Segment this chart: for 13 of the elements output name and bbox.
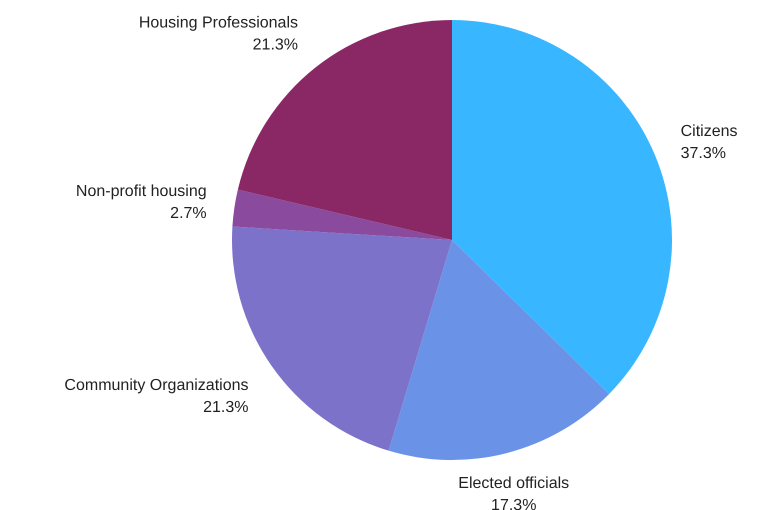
data-label: 17.3% — [491, 497, 536, 510]
slice-label: Citizens — [680, 122, 738, 140]
pie-slice — [388, 240, 610, 460]
pie-slice — [232, 190, 452, 240]
slice-label: Elected officials — [458, 475, 570, 492]
data-label: 2.7% — [170, 204, 207, 222]
data-label: 21.3% — [203, 398, 249, 416]
data-label: 21.3% — [252, 36, 298, 54]
data-label: 37.3% — [680, 144, 726, 162]
slice-label: Housing Professionals — [138, 14, 298, 32]
slice-label: Non-profit housing — [76, 182, 207, 200]
pie-slice — [452, 20, 672, 394]
slice-label: Community Organizations — [64, 376, 249, 394]
